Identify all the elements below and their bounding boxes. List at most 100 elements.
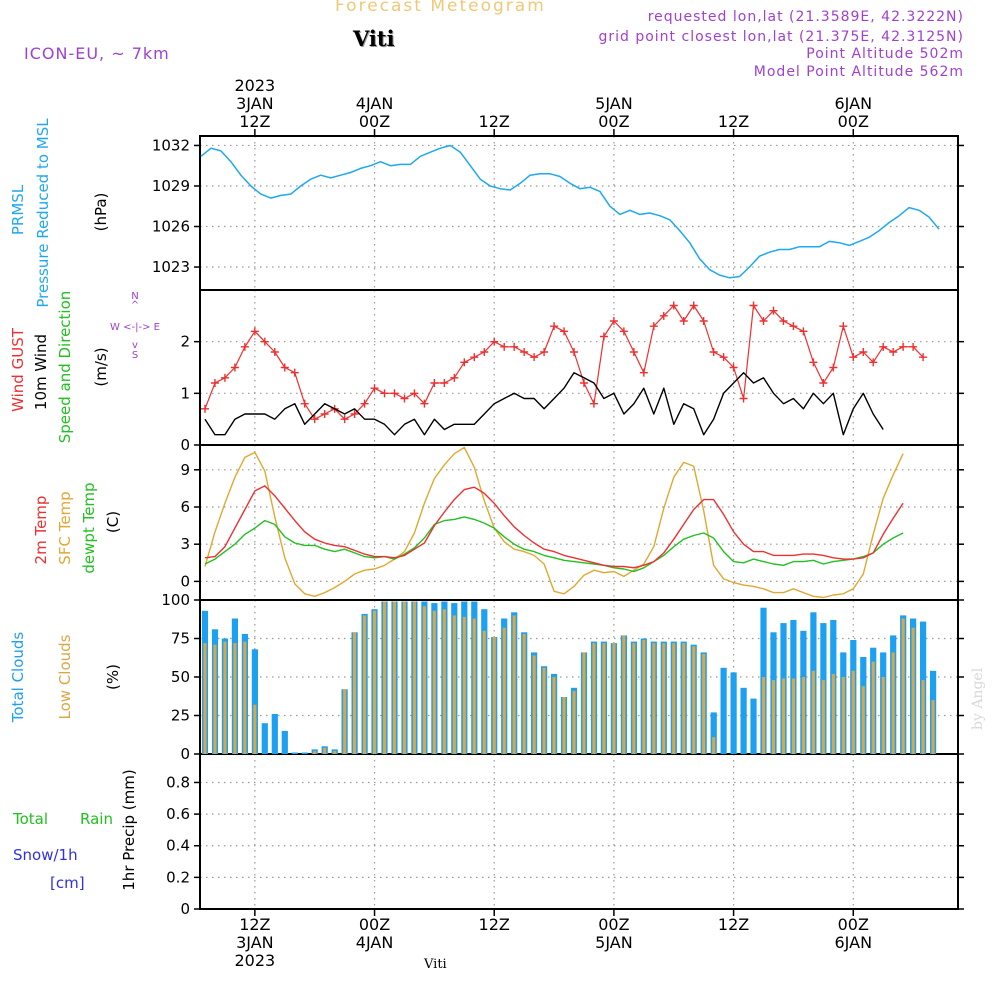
- low-cloud-bar: [642, 640, 646, 754]
- total-cloud-bar: [710, 712, 717, 754]
- gust-marker: [899, 342, 908, 351]
- low-cloud-bar: [841, 677, 845, 754]
- low-cloud-bar: [203, 643, 207, 754]
- gust-marker: [829, 363, 838, 372]
- gust-marker: [220, 373, 229, 382]
- low-cloud-bar: [482, 630, 486, 754]
- y-tick-label: 0: [180, 900, 190, 918]
- y-tick-label: 0.2: [166, 868, 190, 886]
- time-label-bottom: 00Z: [838, 915, 869, 934]
- gust-marker: [520, 348, 529, 356]
- low-cloud-bar: [582, 652, 586, 754]
- total-cloud-bar: [720, 667, 727, 754]
- low-cloud-bar: [383, 601, 387, 754]
- y-tick-label: 2: [180, 333, 190, 351]
- low-cloud-bar: [632, 643, 636, 754]
- low-cloud-bar: [223, 641, 227, 754]
- gust-marker: [909, 342, 918, 351]
- gust-marker: [879, 342, 888, 351]
- series-dewpt-temp: [204, 516, 904, 573]
- low-cloud-bar: [462, 616, 466, 754]
- compass-arrow-down: v: [132, 340, 138, 351]
- low-cloud-bar: [702, 653, 706, 754]
- time-label-top: 12Z: [239, 112, 270, 131]
- panel-frame: [199, 444, 959, 601]
- compass-n: N: [131, 291, 138, 302]
- time-label-bottom: 5JAN: [595, 933, 633, 952]
- low-cloud-bar: [851, 670, 855, 754]
- gust-marker: [430, 379, 439, 387]
- low-cloud-bar: [891, 652, 895, 754]
- label-wind-gust: Wind GUST: [9, 327, 27, 412]
- total-cloud-bar: [271, 714, 278, 754]
- total-cloud-bar: [291, 752, 298, 754]
- low-cloud-bar: [422, 606, 426, 754]
- total-cloud-bar: [261, 723, 268, 754]
- gust-marker: [350, 410, 359, 418]
- gust-marker: [619, 327, 628, 336]
- low-cloud-bar: [552, 677, 556, 754]
- gust-marker: [440, 379, 449, 387]
- gust-marker: [849, 353, 858, 362]
- low-cloud-bar: [931, 700, 935, 754]
- low-cloud-bar: [442, 609, 446, 754]
- low-cloud-bar: [373, 610, 377, 754]
- y-tick-label: 100: [161, 591, 190, 609]
- label-ms: (m/s): [92, 347, 110, 386]
- low-cloud-bar: [233, 643, 237, 754]
- gust-marker: [310, 415, 319, 424]
- gust-marker: [260, 337, 269, 346]
- low-cloud-bar: [472, 618, 476, 754]
- gust-marker: [709, 348, 718, 356]
- series-10m-wind: [204, 372, 884, 436]
- gust-marker: [689, 301, 698, 310]
- y-tick-label: 50: [171, 668, 190, 686]
- y-tick-label: 0.6: [166, 805, 190, 823]
- model-name: ICON-EU, ~ 7km: [24, 44, 170, 63]
- gust-marker: [280, 363, 289, 372]
- gust-marker: [729, 363, 738, 372]
- time-label-bottom: 00Z: [359, 915, 390, 934]
- series-sfc-temp: [204, 446, 904, 599]
- time-label-bottom: 00Z: [598, 915, 629, 934]
- gust-marker: [629, 348, 638, 356]
- low-cloud-bar: [781, 678, 785, 754]
- low-cloud-bar: [343, 689, 347, 754]
- time-label-top: 2023: [234, 76, 275, 95]
- low-cloud-bar: [512, 615, 516, 754]
- y-tick-label: 6: [180, 498, 190, 516]
- gust-marker: [609, 317, 618, 325]
- compass-s: S: [132, 350, 138, 361]
- y-tick-label: 1032: [152, 136, 190, 154]
- low-cloud-bar: [353, 632, 357, 754]
- gust-marker: [639, 368, 648, 377]
- y-tick-label: 1029: [152, 177, 190, 195]
- low-cloud-bar: [542, 667, 546, 754]
- gust-marker: [460, 358, 469, 367]
- low-cloud-bar: [791, 678, 795, 754]
- low-cloud-bar: [682, 643, 686, 754]
- low-cloud-bar: [253, 704, 257, 754]
- low-cloud-bar: [572, 690, 576, 754]
- low-cloud-bar: [392, 601, 396, 754]
- low-cloud-bar: [911, 627, 915, 754]
- series-2m-temp: [204, 485, 904, 569]
- total-cloud-bar: [740, 687, 747, 754]
- time-label-bottom: 6JAN: [835, 933, 873, 952]
- y-tick-label: 0.4: [166, 837, 190, 855]
- time-label-top: 00Z: [838, 112, 869, 131]
- gust-marker: [819, 379, 828, 387]
- label-hpa: (hPa): [92, 193, 110, 232]
- low-cloud-bar: [821, 680, 825, 754]
- gust-marker: [739, 394, 748, 403]
- gust-marker: [490, 337, 499, 346]
- y-tick-label: 0: [180, 745, 190, 763]
- low-cloud-bar: [712, 737, 716, 754]
- label-prmsl: PRMSL: [9, 184, 27, 235]
- gust-marker: [480, 348, 489, 356]
- gust-marker: [799, 327, 808, 336]
- y-tick-label: 1023: [152, 258, 190, 276]
- gust-marker: [560, 327, 569, 336]
